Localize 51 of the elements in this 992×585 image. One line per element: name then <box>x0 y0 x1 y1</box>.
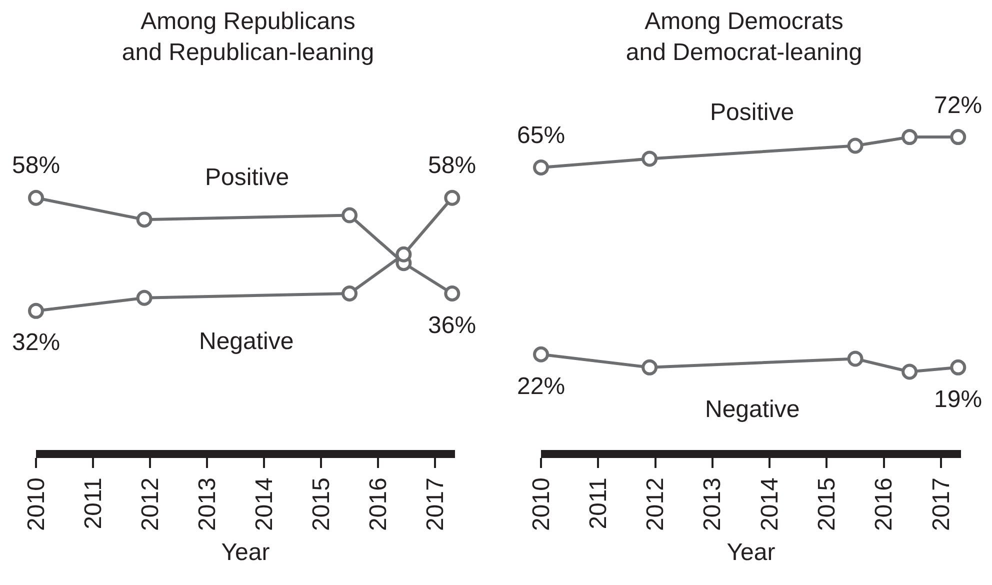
x-tick-label: 2016 <box>364 478 392 531</box>
x-tick-label: 2016 <box>870 478 898 531</box>
point <box>28 190 44 206</box>
x-axis-title: Year <box>221 538 270 566</box>
point <box>136 212 152 228</box>
point <box>444 190 460 206</box>
point <box>342 286 358 302</box>
point <box>902 364 918 380</box>
data-label: 65% <box>517 122 566 149</box>
series-label: Negative <box>199 328 294 355</box>
x-tick-label: 2010 <box>528 478 555 531</box>
data-label: 58% <box>12 152 60 179</box>
point <box>847 138 864 154</box>
point <box>533 346 549 362</box>
data-label: 32% <box>12 329 60 356</box>
point <box>28 302 44 319</box>
x-tick-label: 2012 <box>136 478 164 531</box>
point <box>396 246 412 262</box>
point <box>136 290 152 306</box>
x-tick-label: 2015 <box>814 478 841 531</box>
point <box>902 129 918 146</box>
x-tick-label: 2017 <box>928 478 955 531</box>
point <box>533 159 549 176</box>
data-label: 36% <box>428 312 476 339</box>
point <box>444 286 460 302</box>
x-tick-label: 2011 <box>80 478 107 530</box>
x-tick-label: 2017 <box>422 478 449 531</box>
series-label: Positive <box>710 99 794 126</box>
x-tick-label: 2015 <box>308 478 335 531</box>
data-label: 72% <box>934 92 982 119</box>
x-tick-label: 2014 <box>756 478 784 531</box>
chart-title: Among Republicans and Republican-leaning <box>122 8 374 66</box>
point <box>950 129 966 146</box>
x-tick-label: 2010 <box>22 478 50 531</box>
point <box>342 207 358 224</box>
x-tick-label: 2011 <box>584 478 612 530</box>
point <box>642 359 658 376</box>
x-tick-label: 2013 <box>699 478 726 531</box>
point <box>847 350 864 367</box>
data-label: 19% <box>934 386 982 413</box>
chart-title: Among Democrats and Democrat-leaning <box>626 8 862 66</box>
data-label: 58% <box>428 152 476 179</box>
x-tick-label: 2014 <box>250 478 278 531</box>
series-label: Negative <box>705 396 800 423</box>
point <box>642 150 658 167</box>
point <box>950 359 966 376</box>
data-label: 22% <box>517 373 566 400</box>
series-label: Positive <box>205 164 290 191</box>
x-axis-title: Year <box>726 538 776 566</box>
x-tick-label: 2012 <box>642 478 670 531</box>
x-tick-label: 2013 <box>194 478 221 531</box>
